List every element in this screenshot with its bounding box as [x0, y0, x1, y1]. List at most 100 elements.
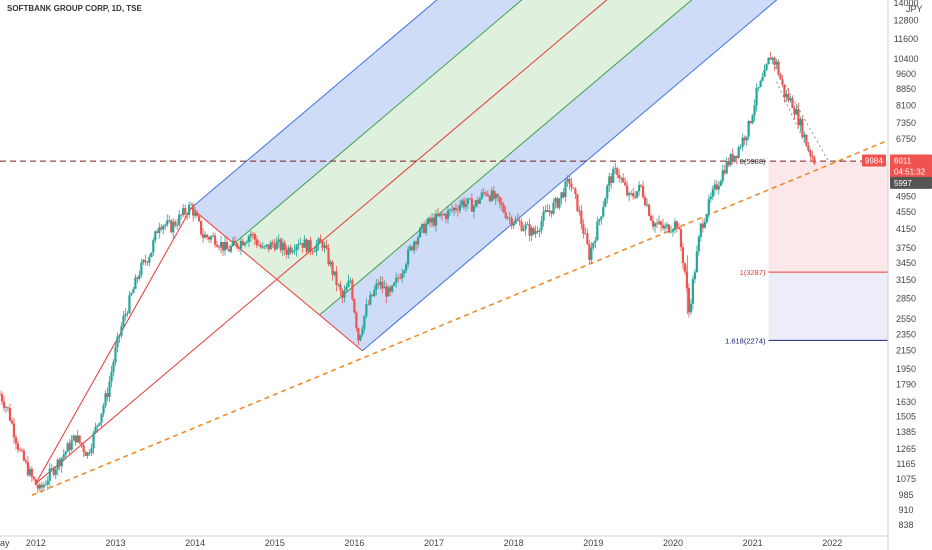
- pitchfork-handle-ab: [35, 207, 192, 484]
- candle-body: [813, 157, 816, 164]
- candle-body: [731, 154, 734, 162]
- candle: [755, 83, 758, 112]
- candle: [747, 120, 750, 141]
- candle-body: [44, 484, 47, 486]
- candle: [739, 144, 742, 150]
- candle: [198, 214, 201, 223]
- candle: [211, 232, 215, 238]
- candle-body: [450, 209, 454, 211]
- candle-body: [102, 405, 105, 414]
- candle: [526, 221, 529, 226]
- candle-body: [201, 234, 205, 238]
- candle: [488, 194, 491, 203]
- candle: [243, 241, 246, 248]
- candle: [450, 204, 454, 214]
- candle-body: [114, 347, 117, 363]
- candle-body: [508, 217, 511, 219]
- candle-body: [180, 214, 183, 216]
- x-tick-label: 2016: [344, 538, 364, 548]
- candle-body: [677, 227, 681, 230]
- candle: [241, 238, 245, 246]
- candle: [430, 212, 434, 227]
- candle-body: [341, 290, 344, 298]
- last-price-badge-bg: [890, 154, 932, 167]
- candle-body: [365, 304, 368, 316]
- candle-body: [56, 459, 59, 470]
- candle: [64, 450, 67, 460]
- pitchfork-lines: [0, 0, 889, 496]
- candle-body: [562, 192, 565, 198]
- candle: [532, 226, 535, 236]
- candle-body: [76, 435, 79, 443]
- candle-body: [516, 219, 519, 221]
- candle: [417, 234, 420, 249]
- candle-body: [538, 230, 541, 232]
- candle-body: [80, 442, 83, 446]
- candle: [403, 269, 406, 278]
- candle: [440, 211, 444, 221]
- candle: [303, 235, 306, 248]
- y-tick-label: 3750: [896, 243, 916, 253]
- candle: [719, 179, 722, 187]
- candle: [536, 226, 539, 235]
- candle-body: [799, 119, 802, 126]
- candle-body: [446, 210, 450, 219]
- candle: [196, 209, 199, 217]
- candle-body: [480, 192, 483, 199]
- candle-body: [544, 210, 547, 212]
- candle-body: [241, 240, 245, 246]
- x-axis[interactable]: 2012 2013 2014 2015 2016 2017 2018 2019 2020 2021…: [0, 535, 888, 548]
- candle-body: [301, 243, 304, 248]
- candle: [221, 241, 225, 257]
- candle-body: [110, 371, 113, 382]
- candle-body: [596, 221, 599, 241]
- candle: [405, 262, 408, 274]
- candle: [305, 238, 308, 254]
- candle-body: [235, 243, 239, 248]
- candle: [727, 157, 730, 168]
- candle: [22, 448, 25, 462]
- candle: [347, 274, 350, 288]
- candle-body: [681, 247, 685, 264]
- candle-body: [647, 204, 651, 216]
- candle: [363, 315, 366, 333]
- candle: [600, 216, 603, 225]
- lower-outer-band: [319, 0, 777, 351]
- candle: [315, 240, 318, 257]
- y-tick-label: 10400: [893, 54, 918, 64]
- candle-body: [6, 407, 10, 409]
- candle-body: [683, 263, 687, 272]
- candle: [86, 451, 89, 459]
- candle-body: [100, 413, 103, 423]
- candle-body: [458, 204, 462, 211]
- candle: [568, 174, 571, 191]
- candle: [413, 240, 416, 255]
- candle: [604, 197, 607, 207]
- y-tick-label: 1165: [896, 459, 915, 469]
- y-axis[interactable]: 838 910 985 1075 1165 1265 1385 1505 1630 1790 195…: [887, 0, 932, 550]
- candle: [84, 450, 87, 456]
- candle: [715, 180, 718, 192]
- candle: [116, 332, 119, 353]
- fib-level-label: 0(5988): [740, 157, 766, 166]
- candle: [74, 435, 77, 446]
- candle: [570, 177, 573, 192]
- candle: [377, 279, 380, 289]
- candle: [235, 242, 239, 250]
- dashed-trendline: [31, 139, 889, 496]
- candle: [689, 298, 692, 315]
- candle-body: [269, 242, 272, 250]
- candle-body: [542, 211, 545, 221]
- candle-body: [156, 231, 159, 234]
- candle: [777, 59, 780, 77]
- candle-body: [313, 251, 316, 253]
- candle: [142, 258, 145, 265]
- x-tick-label: 2017: [424, 538, 444, 548]
- candle: [522, 224, 525, 232]
- lower-channel-line: [362, 0, 778, 352]
- candle: [295, 243, 298, 257]
- candle-body: [203, 234, 207, 238]
- candle-body: [436, 213, 440, 216]
- candle-body: [415, 241, 418, 245]
